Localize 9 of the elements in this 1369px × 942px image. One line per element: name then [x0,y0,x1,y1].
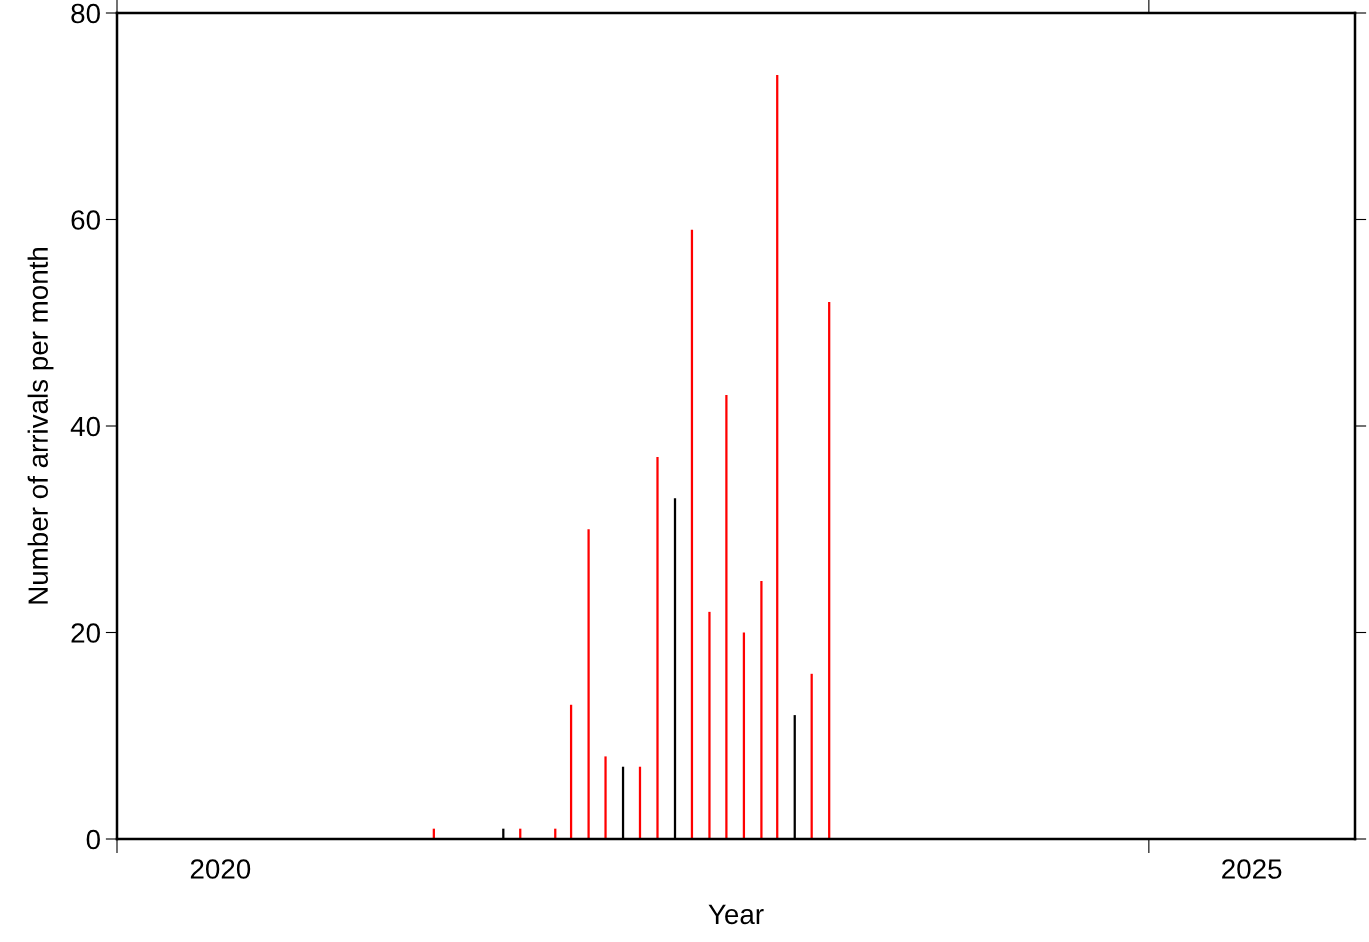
x-tick-label: 2025 [1222,859,1282,879]
y-tick-label: 40 [70,416,100,437]
y-tick-label: 60 [71,210,100,230]
x-tick-label: 2020 [190,859,251,879]
y-tick-label: 20 [71,623,100,643]
y-tick-label: 80 [71,3,100,24]
y-axis-title: Number of arrivals per month [27,247,54,604]
x-axis-title: Year [708,904,764,925]
y-tick-label: 0 [86,829,100,850]
